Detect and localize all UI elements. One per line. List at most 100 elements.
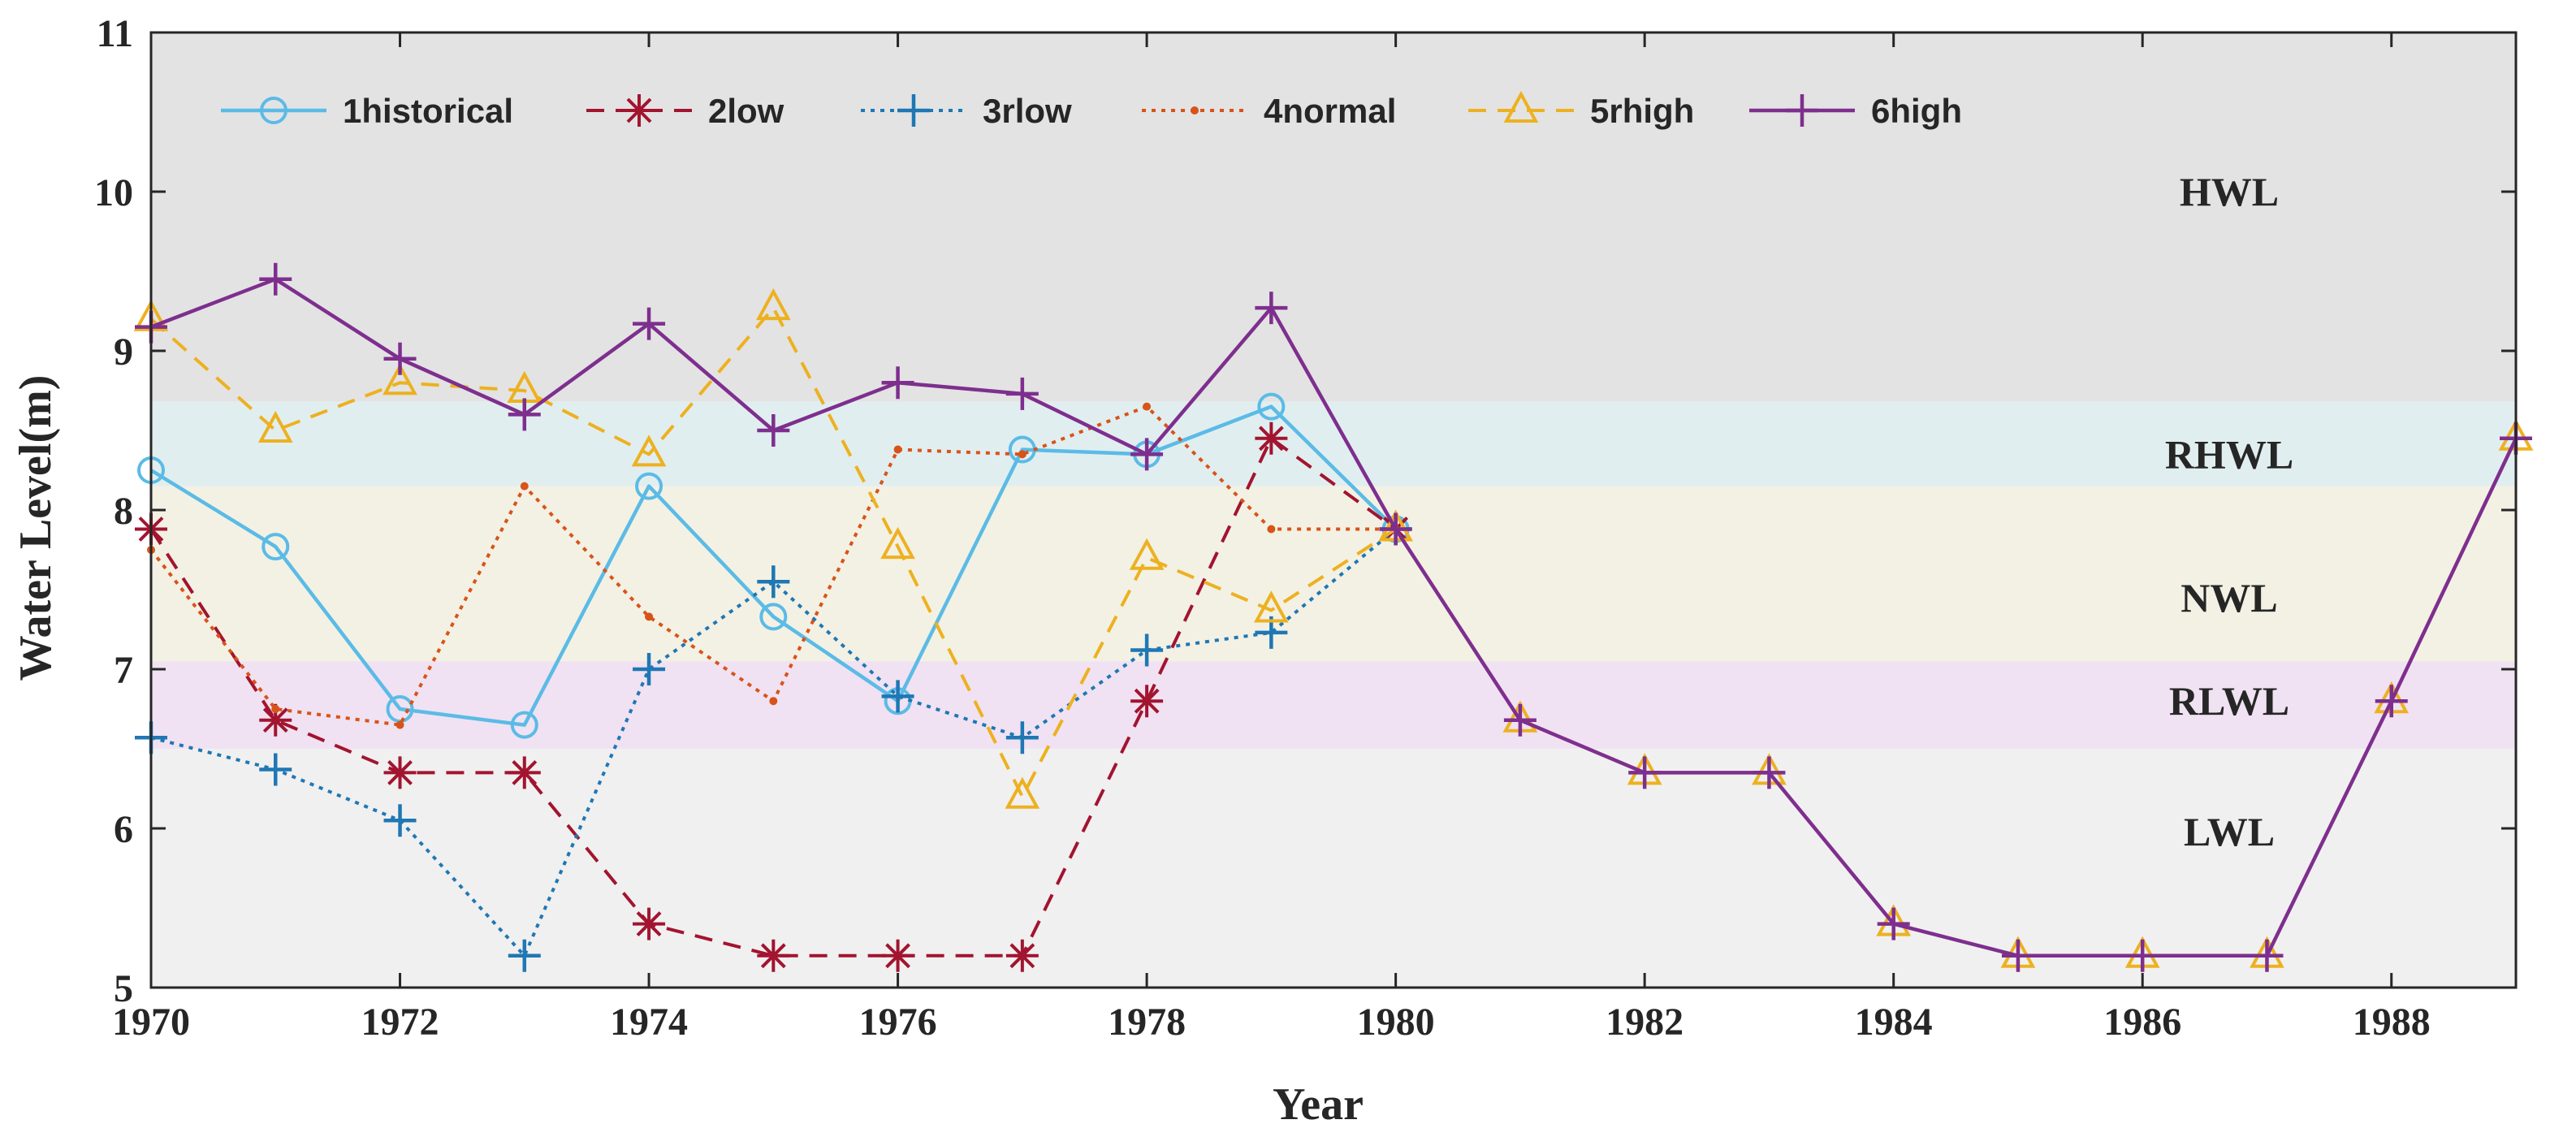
series-line-6high xyxy=(150,277,2518,958)
data-point-5rhigh-1979 xyxy=(1253,590,1289,623)
data-point-2low-1976 xyxy=(881,939,914,972)
x-tick-label: 1980 xyxy=(1357,1001,1435,1044)
data-point-2low-1973 xyxy=(508,756,541,789)
band-label-lwl: LWL xyxy=(2184,809,2275,854)
data-point-4normal-1972 xyxy=(395,720,404,729)
data-point-6high-1972 xyxy=(383,342,417,375)
data-point-5rhigh-1971 xyxy=(257,410,293,443)
legend-marker-4normal xyxy=(1191,106,1199,115)
data-point-6high-1983 xyxy=(1753,756,1786,789)
band-label-rhwl: RHWL xyxy=(2165,431,2293,477)
data-point-6high-1981 xyxy=(1503,703,1537,737)
series-lines xyxy=(133,262,2534,972)
legend-marker-5rhigh xyxy=(1503,90,1539,123)
data-point-3rlow-1972 xyxy=(383,804,417,837)
y-tick-label: 10 xyxy=(94,171,133,214)
legend: 1historical 2low 3rlow 4normal 5rhigh 6high xyxy=(221,90,1962,130)
legend-item-5rhigh: 5rhigh xyxy=(1468,90,1694,130)
legend-item-6high: 6high xyxy=(1749,92,1962,130)
data-point-2low-1979 xyxy=(1255,422,1288,455)
data-point-3rlow-1974 xyxy=(633,653,666,685)
series-line-1historical xyxy=(149,404,1398,727)
data-point-2low-1977 xyxy=(1005,939,1039,972)
data-point-3rlow-1975 xyxy=(757,565,790,599)
data-point-3rlow-1976 xyxy=(881,680,914,713)
data-point-5rhigh-1974 xyxy=(631,434,667,467)
data-point-4normal-1978 xyxy=(1143,402,1152,411)
data-point-5rhigh-1976 xyxy=(880,526,915,560)
data-point-5rhigh-1975 xyxy=(755,287,791,321)
band-labels: HWL RHWL NWL RLWL LWL xyxy=(2165,169,2293,854)
x-tick-label: 1988 xyxy=(2353,1001,2431,1044)
data-point-5rhigh-1977 xyxy=(1005,776,1040,809)
data-point-4normal-1977 xyxy=(1018,450,1027,459)
data-point-6high-1975 xyxy=(757,414,790,447)
x-tick-label: 1970 xyxy=(112,1001,190,1044)
data-point-6high-1987 xyxy=(2250,939,2284,972)
data-point-4normal-1979 xyxy=(1267,525,1276,534)
data-point-6high-1977 xyxy=(1005,377,1039,410)
x-tick-label: 1986 xyxy=(2103,1001,2181,1044)
data-point-2low-1971 xyxy=(259,703,292,737)
x-tick-label: 1974 xyxy=(610,1001,688,1044)
data-point-2low-1974 xyxy=(633,907,666,940)
axes xyxy=(149,31,2518,989)
data-point-5rhigh-1978 xyxy=(1129,538,1165,570)
data-point-1historical-1973 xyxy=(510,711,538,739)
data-point-1historical-1971 xyxy=(261,533,290,561)
data-point-2low-1978 xyxy=(1130,685,1164,718)
data-point-1historical-1979 xyxy=(1257,392,1286,421)
data-point-2low-1972 xyxy=(383,756,417,789)
data-point-3rlow-1978 xyxy=(1130,633,1164,667)
legend-item-3rlow: 3rlow xyxy=(861,92,1072,130)
y-tick-label: 5 xyxy=(114,967,133,1010)
legend-marker-3rlow xyxy=(897,94,930,127)
data-point-2low-1975 xyxy=(757,939,790,972)
data-point-4normal-1973 xyxy=(520,482,529,491)
band-hwl xyxy=(151,32,2516,402)
data-point-1historical-1975 xyxy=(759,603,788,631)
y-tick-label: 6 xyxy=(114,808,133,851)
legend-marker-2low xyxy=(623,94,655,127)
data-point-4normal-1975 xyxy=(769,697,778,706)
y-tick-label: 7 xyxy=(114,649,133,692)
data-point-3rlow-1973 xyxy=(508,939,541,972)
x-tick-label: 1984 xyxy=(1855,1001,1933,1044)
legend-item-4normal: 4normal xyxy=(1142,92,1396,130)
legend-item-1historical: 1historical xyxy=(221,92,513,130)
legend-label-2low: 2low xyxy=(708,92,784,130)
band-label-rlwl: RLWL xyxy=(2169,678,2289,724)
band-nwl xyxy=(151,486,2516,662)
data-point-6high-1985 xyxy=(2001,939,2034,972)
series-line-2low xyxy=(149,436,1397,958)
data-point-6high-1974 xyxy=(633,307,666,340)
legend-label-1historical: 1historical xyxy=(343,92,513,130)
legend-item-2low: 2low xyxy=(586,92,784,130)
water-level-bands xyxy=(151,32,2516,988)
x-tick-label: 1976 xyxy=(859,1001,937,1044)
tick-labels: 1970 1972 1974 1976 1978 1980 1982 1984 1986 1988… xyxy=(94,12,2431,1044)
legend-label-6high: 6high xyxy=(1871,92,1962,130)
y-tick-label: 8 xyxy=(114,490,133,533)
data-point-5rhigh-1972 xyxy=(383,363,417,396)
x-tick-label: 1972 xyxy=(361,1001,439,1044)
data-point-6high-1979 xyxy=(1255,292,1288,325)
data-point-6high-1976 xyxy=(881,366,914,400)
data-point-6high-1988 xyxy=(2375,685,2408,718)
data-point-6high-1971 xyxy=(259,262,292,296)
data-point-4normal-1976 xyxy=(893,445,902,454)
data-point-3rlow-1971 xyxy=(259,753,292,786)
legend-marker-6high xyxy=(1786,94,1818,127)
data-point-4normal-1974 xyxy=(645,612,654,621)
data-point-3rlow-1977 xyxy=(1005,721,1039,754)
data-point-6high-1973 xyxy=(508,398,541,431)
band-label-hwl: HWL xyxy=(2180,169,2279,214)
legend-label-4normal: 4normal xyxy=(1264,92,1396,130)
data-point-6high-1984 xyxy=(1877,907,1910,940)
y-tick-label: 11 xyxy=(97,12,133,55)
band-rhwl xyxy=(151,401,2516,486)
y-axis-title: Water Level(m) xyxy=(11,375,61,681)
data-point-6high-1986 xyxy=(2126,939,2159,972)
x-tick-label: 1982 xyxy=(1606,1001,1683,1044)
data-point-6high-1980 xyxy=(1379,512,1412,546)
